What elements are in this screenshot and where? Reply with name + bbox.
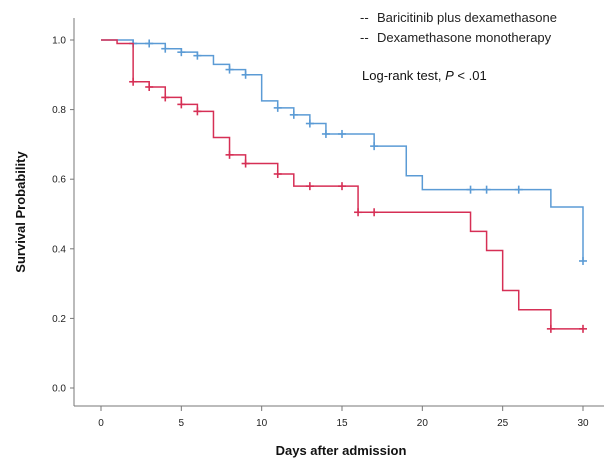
y-ticks: 0.0 0.2 0.4 0.6 0.8 1.0 xyxy=(52,36,74,395)
x-ticks: 0 5 10 15 20 25 30 xyxy=(98,406,589,429)
x-tick-label: 30 xyxy=(577,418,589,429)
x-tick-label: 20 xyxy=(417,418,429,429)
x-tick-label: 5 xyxy=(179,418,185,429)
annotation-p-value: < .01 xyxy=(454,68,487,83)
log-rank-annotation: Log-rank test, P < .01 xyxy=(362,68,487,83)
y-tick-label: 1.0 xyxy=(52,36,66,47)
axes xyxy=(73,18,604,407)
x-tick-label: 25 xyxy=(497,418,509,429)
y-tick-label: 0.6 xyxy=(52,175,66,186)
annotation-p-symbol: P xyxy=(445,68,454,83)
y-axis-title: Survival Probability xyxy=(13,151,28,273)
x-tick-label: 10 xyxy=(256,418,268,429)
y-tick-label: 0.0 xyxy=(52,384,66,395)
x-tick-label: 15 xyxy=(336,418,348,429)
series-0-line xyxy=(101,39,584,261)
x-axis-title: Days after admission xyxy=(276,443,407,458)
series-layer xyxy=(101,39,587,333)
x-tick-label: 0 xyxy=(98,418,104,429)
legend-marker-1: -- xyxy=(360,30,369,45)
y-tick-label: 0.4 xyxy=(52,244,66,255)
legend-label-1: Dexamethasone monotherapy xyxy=(377,30,552,45)
y-tick-label: 0.2 xyxy=(52,314,66,325)
annotation-text: Log-rank test, xyxy=(362,68,445,83)
y-tick-label: 0.8 xyxy=(52,105,66,116)
legend: -- Baricitinib plus dexamethasone -- Dex… xyxy=(360,10,557,45)
legend-label-0: Baricitinib plus dexamethasone xyxy=(377,10,557,25)
legend-marker-0: -- xyxy=(360,10,369,25)
